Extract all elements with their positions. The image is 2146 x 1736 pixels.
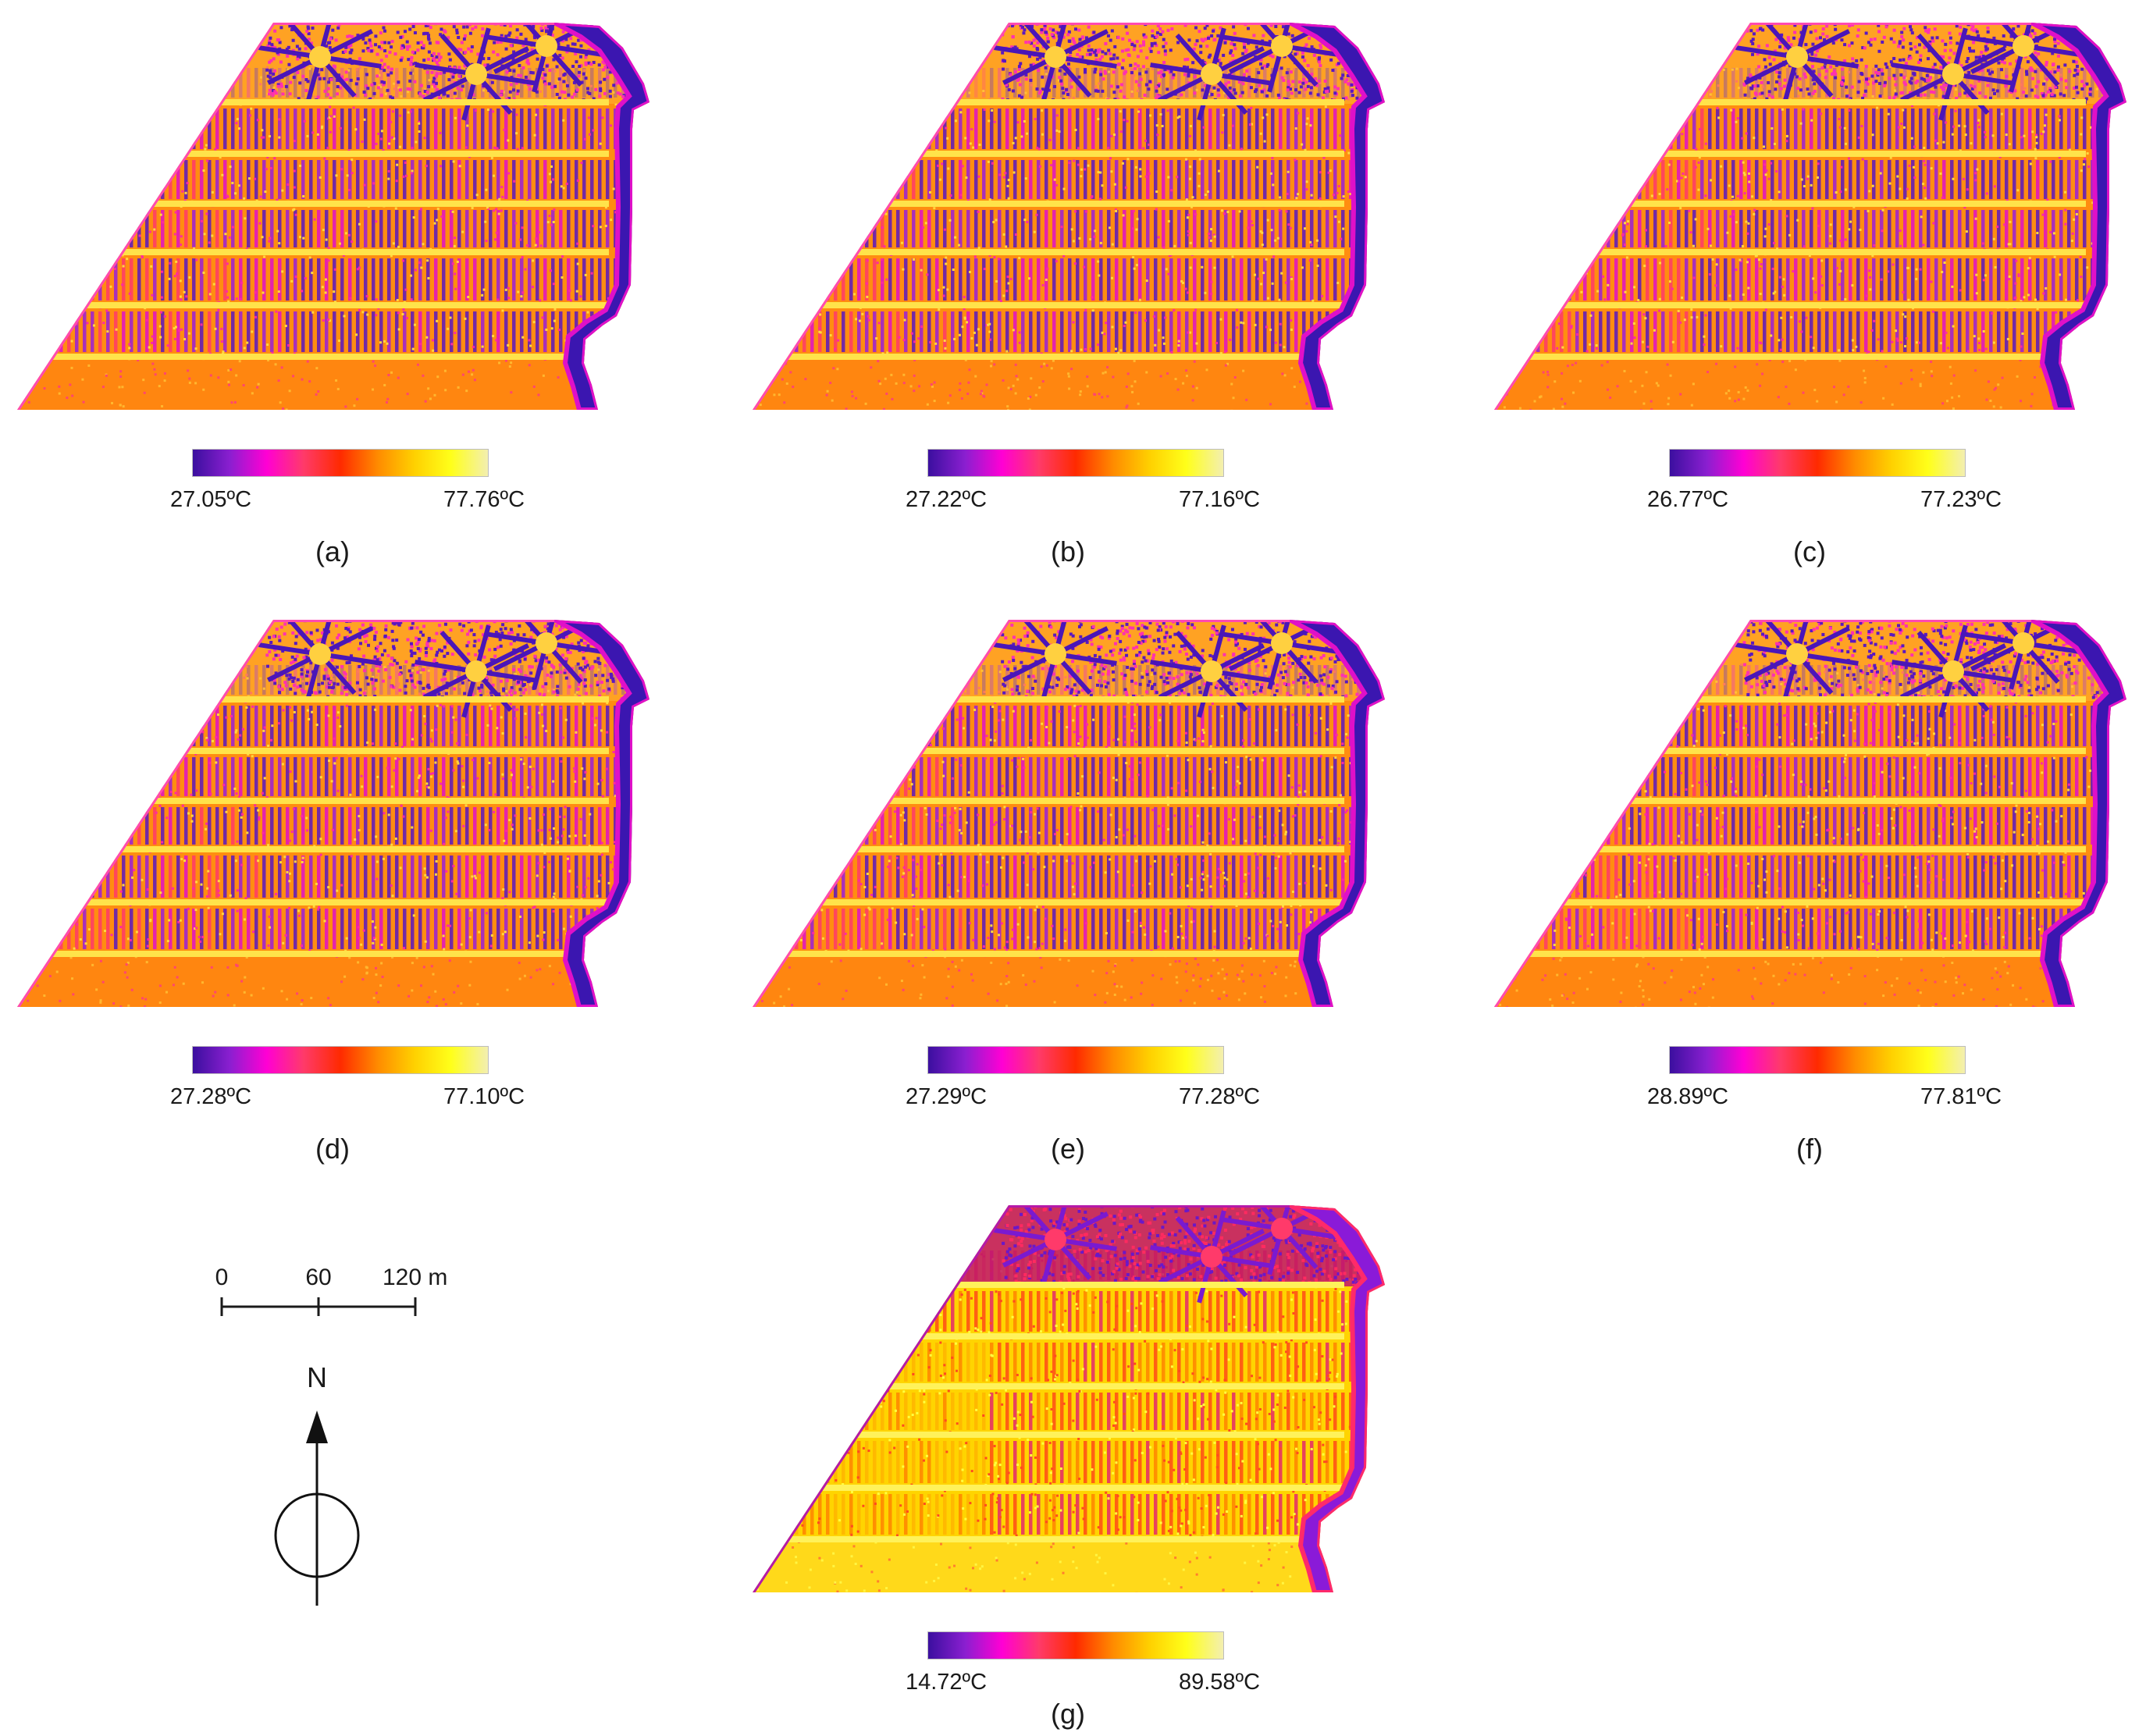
colorbar bbox=[192, 449, 489, 477]
panel-label: (a) bbox=[315, 535, 350, 567]
scale-label-60: 60 bbox=[305, 1265, 332, 1290]
thermal-map-panel-b: 27.22ºC 77.16ºC (b) bbox=[751, 20, 1391, 582]
colorbar-min-label: 27.29ºC bbox=[905, 1084, 988, 1109]
north-arrow: N bbox=[265, 1362, 375, 1620]
colorbar-max-label: 89.58ºC bbox=[1178, 1670, 1261, 1695]
colorbar-min-label: 28.89ºC bbox=[1646, 1084, 1729, 1109]
thermal-orthomosaic bbox=[1494, 23, 2126, 410]
scale-bar: 0 60 120 m bbox=[195, 1265, 476, 1327]
north-arrow-icon bbox=[274, 1410, 360, 1606]
colorbar-min-label: 27.28ºC bbox=[169, 1084, 252, 1109]
colorbar bbox=[927, 1046, 1224, 1074]
colorbar bbox=[192, 1046, 489, 1074]
thermal-map-panel-d: 27.28ºC 77.10ºC (d) bbox=[16, 617, 656, 1179]
panel-label: (f) bbox=[1796, 1133, 1823, 1165]
scale-bar-graphic bbox=[220, 1297, 417, 1316]
thermal-map-panel-e: 27.29ºC 77.28ºC (e) bbox=[751, 617, 1391, 1179]
thermal-orthomosaic bbox=[1494, 620, 2126, 1007]
thermal-orthomosaic bbox=[17, 620, 649, 1007]
colorbar-min-label: 27.05ºC bbox=[169, 487, 252, 512]
colorbar-max-label: 77.16ºC bbox=[1178, 487, 1261, 512]
north-letter: N bbox=[307, 1361, 327, 1393]
colorbar-min-label: 27.22ºC bbox=[905, 487, 988, 512]
thermal-orthomosaic bbox=[753, 23, 1385, 410]
colorbar bbox=[927, 1631, 1224, 1660]
thermal-orthomosaic bbox=[753, 620, 1385, 1007]
thermal-orthomosaic bbox=[17, 23, 649, 410]
colorbar-max-label: 77.76ºC bbox=[443, 487, 525, 512]
panel-label: (g) bbox=[1051, 1698, 1085, 1730]
colorbar-min-label: 14.72ºC bbox=[905, 1670, 988, 1695]
panel-label: (c) bbox=[1793, 535, 1826, 567]
panel-label: (e) bbox=[1051, 1133, 1085, 1165]
colorbar-min-label: 26.77ºC bbox=[1646, 487, 1729, 512]
thermal-map-panel-f: 28.89ºC 77.81ºC (f) bbox=[1493, 617, 2133, 1179]
thermal-map-panel-c: 26.77ºC 77.23ºC (c) bbox=[1493, 20, 2133, 582]
panel-label: (d) bbox=[315, 1133, 350, 1165]
colorbar-max-label: 77.28ºC bbox=[1178, 1084, 1261, 1109]
thermal-map-panel-a: 27.05ºC 77.76ºC (a) bbox=[16, 20, 656, 582]
colorbar bbox=[927, 449, 1224, 477]
panel-label: (b) bbox=[1051, 535, 1085, 567]
thermal-orthomosaic bbox=[753, 1205, 1385, 1592]
colorbar-max-label: 77.23ºC bbox=[1920, 487, 2002, 512]
colorbar-max-label: 77.81ºC bbox=[1920, 1084, 2002, 1109]
colorbar-max-label: 77.10ºC bbox=[443, 1084, 525, 1109]
colorbar bbox=[1669, 449, 1966, 477]
thermal-map-panel-g: 14.72ºC 89.58ºC (g) bbox=[751, 1202, 1391, 1736]
scale-label-120m: 120 m bbox=[383, 1265, 448, 1290]
colorbar bbox=[1669, 1046, 1966, 1074]
scale-label-0: 0 bbox=[215, 1265, 229, 1290]
